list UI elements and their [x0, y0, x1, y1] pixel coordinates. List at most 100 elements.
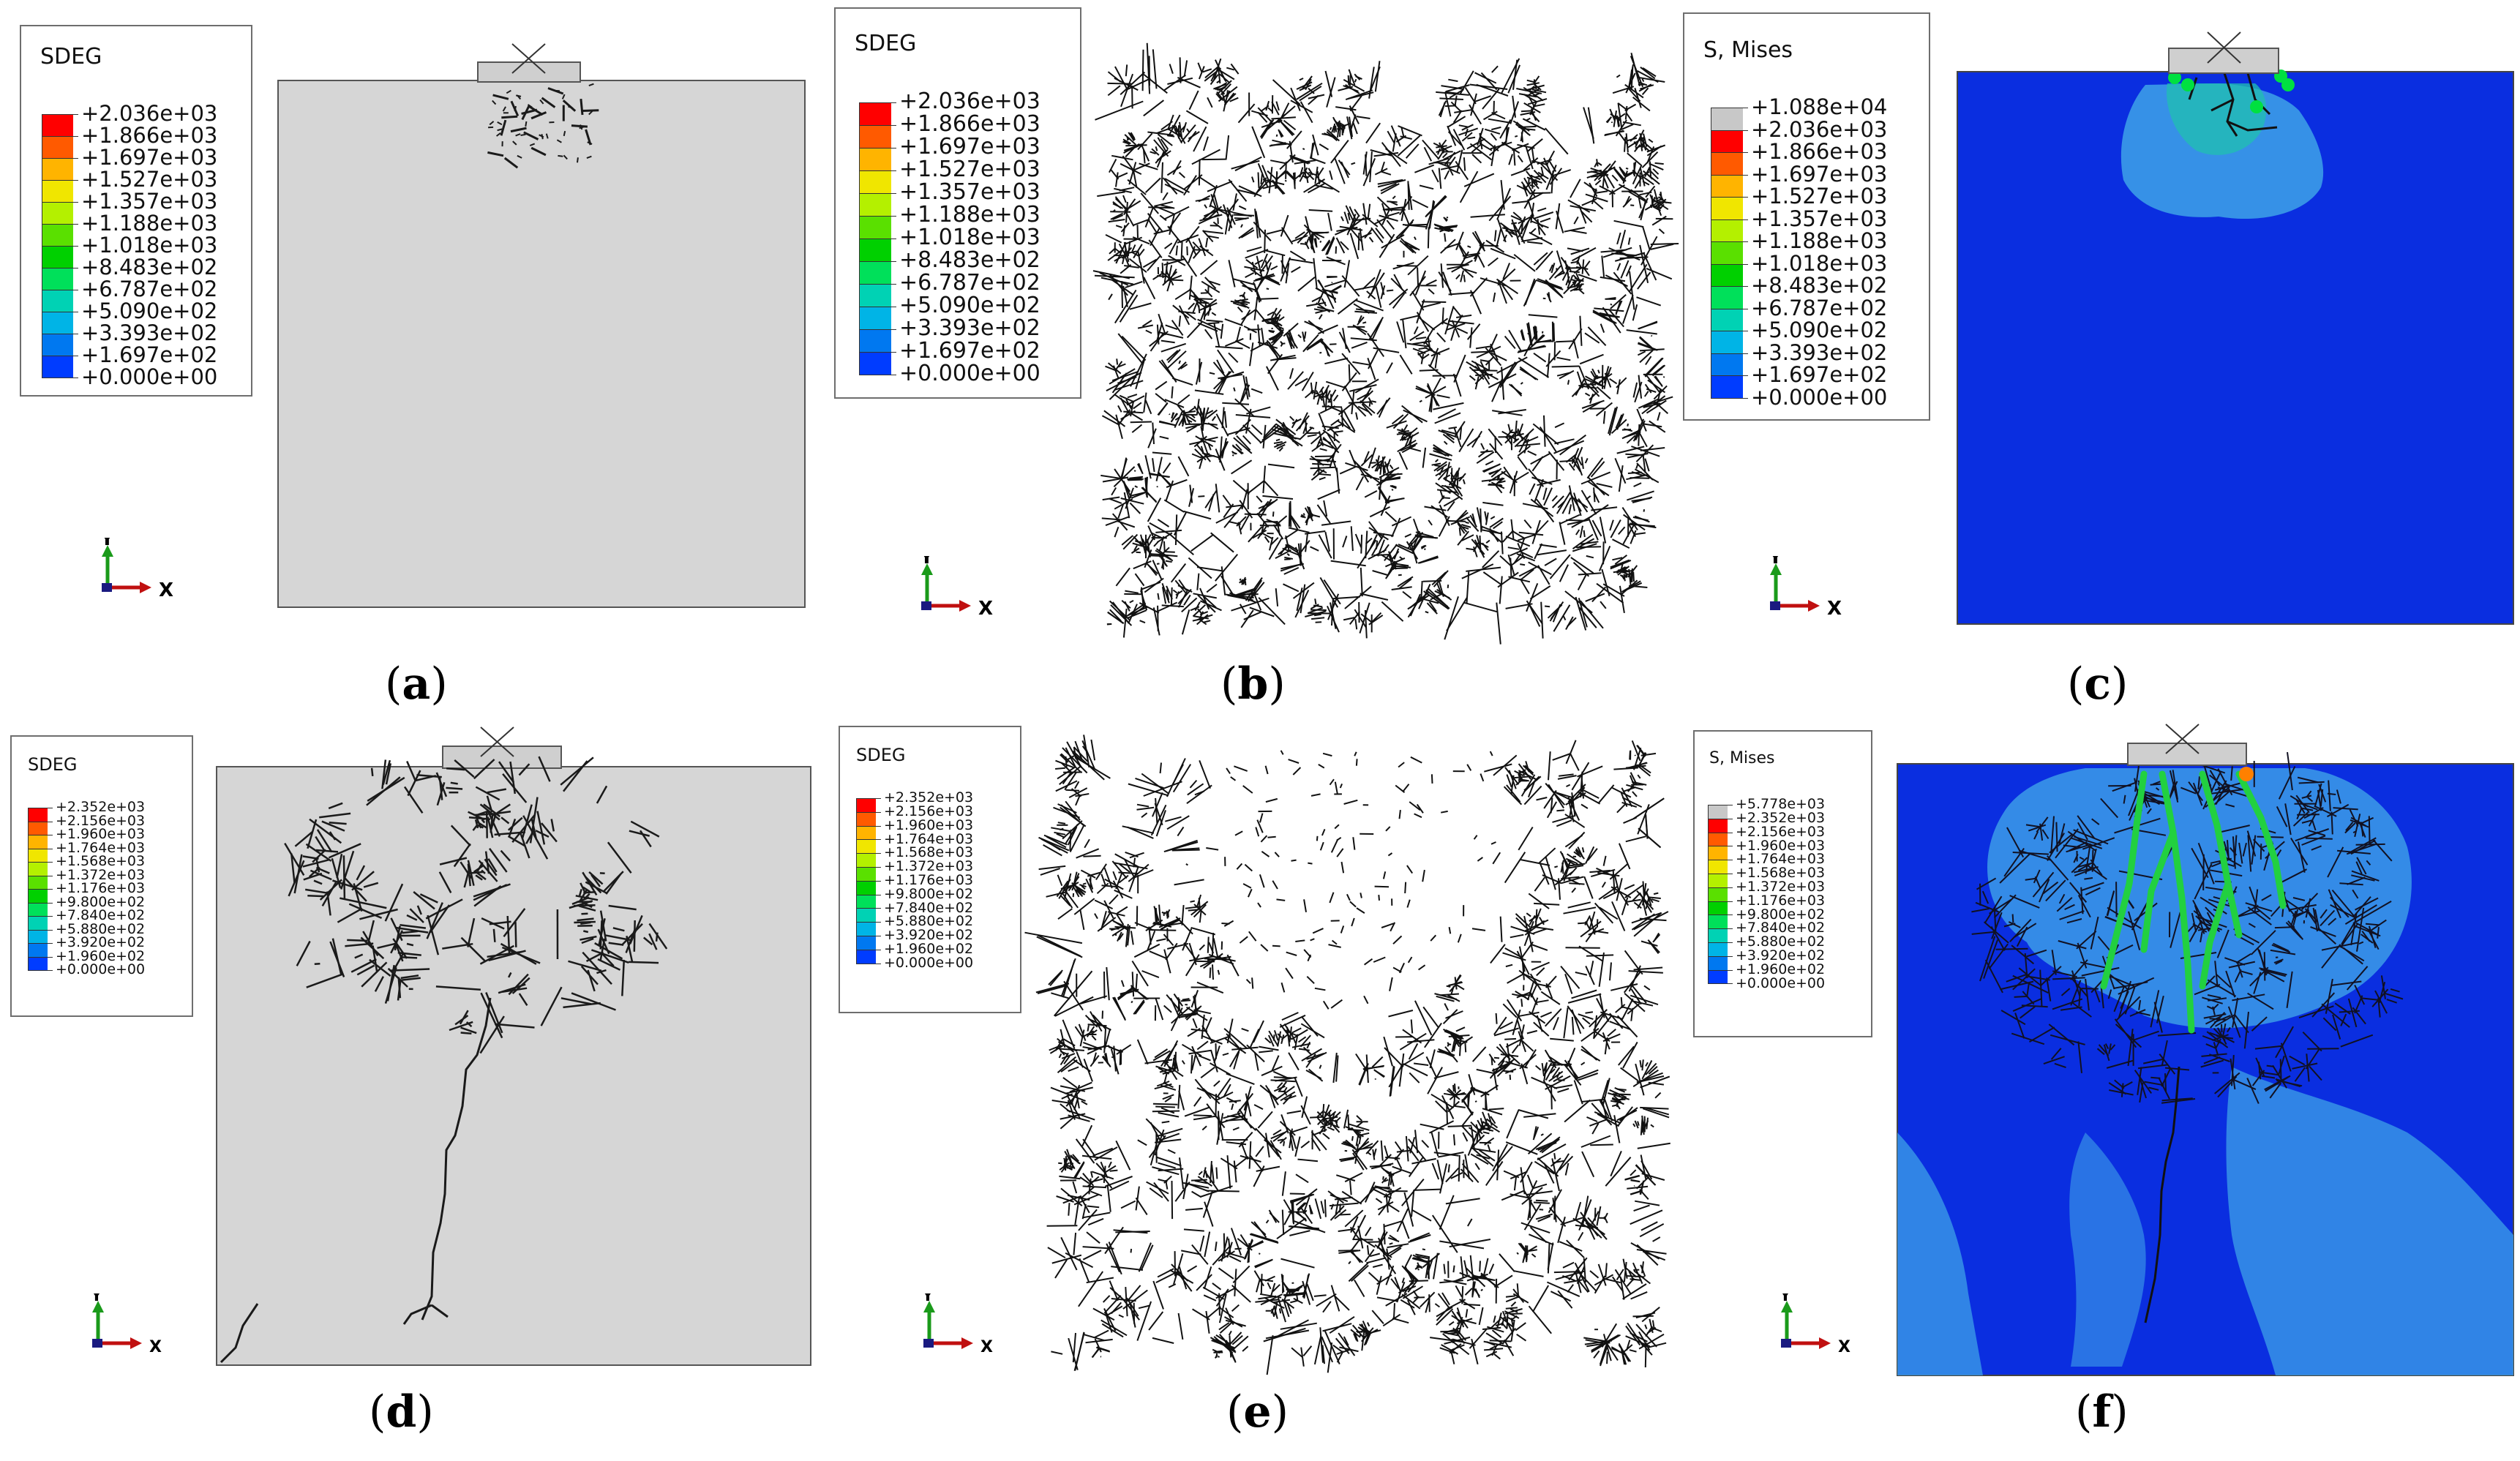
grain-boundary — [1640, 84, 1654, 90]
grain-boundary — [1238, 185, 1262, 198]
grain-boundary — [1321, 133, 1335, 137]
grain-boundary — [1235, 443, 1242, 451]
grain-boundary — [1184, 1106, 1210, 1117]
grain-boundary — [302, 858, 330, 868]
grain-boundary — [1109, 1287, 1126, 1302]
grain-boundary — [502, 773, 528, 803]
grain-boundary — [1644, 458, 1650, 472]
grain-boundary — [1309, 157, 1326, 165]
legend-value: +1.568e+03 — [56, 853, 146, 870]
grain-boundary — [1490, 132, 1497, 141]
grain-boundary — [1289, 1132, 1294, 1152]
grain-boundary — [1272, 181, 1284, 195]
grain-boundary — [1512, 95, 1516, 118]
grain-boundary — [1188, 1049, 1212, 1055]
grain-boundary — [1480, 1084, 1499, 1097]
grain-boundary — [1158, 472, 1173, 487]
grain-boundary — [1517, 1011, 1540, 1018]
grain-boundary — [1463, 173, 1495, 187]
grain-boundary — [1354, 73, 1361, 80]
grain-boundary — [1476, 1068, 1495, 1075]
grain-boundary — [1400, 434, 1405, 440]
grain-boundary — [538, 756, 551, 782]
grain-boundary — [1386, 1248, 1390, 1270]
grain-boundary — [1111, 370, 1139, 382]
crack-segment — [541, 97, 556, 108]
grain-boundary — [1347, 1123, 1370, 1131]
grain-boundary — [1441, 139, 1447, 147]
grain-boundary — [1305, 530, 1326, 535]
grain-boundary — [1571, 887, 1577, 893]
grain-boundary — [1441, 484, 1454, 489]
grain-boundary — [1482, 1326, 1501, 1330]
grain-boundary — [1646, 1117, 1649, 1130]
grain-boundary — [1447, 584, 1450, 589]
grain-boundary — [1580, 457, 1584, 470]
grain-boundary — [1231, 1046, 1259, 1051]
grain-boundary — [1160, 121, 1173, 131]
grain-boundary — [1490, 467, 1502, 478]
grain-boundary — [1198, 495, 1205, 497]
grain-boundary — [390, 917, 403, 942]
grain-boundary — [1506, 999, 1523, 1022]
grain-boundary — [1630, 522, 1657, 529]
grain-boundary — [384, 883, 404, 922]
grain-boundary — [1370, 268, 1381, 295]
grain-boundary — [1161, 911, 1166, 915]
grain-boundary — [1170, 587, 1173, 605]
grain-boundary — [1529, 483, 1536, 495]
grain-boundary — [1450, 1033, 1462, 1047]
grain-boundary — [1618, 526, 1626, 536]
grain-boundary — [1080, 1186, 1095, 1199]
grain-boundary — [1471, 360, 1489, 371]
grain-boundary — [1155, 907, 1158, 923]
legend-swatch — [28, 929, 48, 943]
grain-boundary — [1518, 763, 1531, 780]
grain-boundary — [1212, 1282, 1222, 1291]
grain-boundary — [1379, 467, 1400, 478]
grain-boundary — [1407, 255, 1429, 276]
grain-boundary — [1327, 212, 1332, 231]
grain-boundary — [1434, 465, 1441, 467]
grain-boundary — [1231, 454, 1234, 457]
grain-boundary — [1341, 275, 1360, 297]
grain-boundary — [1212, 1348, 1220, 1354]
grain-boundary — [1637, 271, 1651, 290]
grain-boundary — [1499, 361, 1518, 388]
grain-boundary — [1514, 428, 1534, 448]
grain-boundary — [1150, 151, 1156, 155]
grain-boundary — [1610, 1151, 1622, 1177]
grain-boundary — [1366, 1244, 1370, 1255]
grain-boundary — [1372, 1187, 1392, 1199]
grain-boundary — [1055, 759, 1074, 769]
legend-value: +3.920e+02 — [56, 934, 146, 951]
grain-boundary — [1376, 219, 1393, 240]
grain-boundary — [487, 788, 507, 794]
grain-boundary — [1501, 58, 1520, 94]
grain-boundary — [1114, 248, 1122, 254]
grain-boundary — [1339, 1156, 1356, 1161]
grain-boundary — [1641, 87, 1649, 96]
grain-boundary — [1196, 614, 1209, 626]
grain-boundary — [1534, 478, 1544, 503]
legend-value: +1.188e+03 — [81, 211, 218, 236]
axis-x-label: X — [159, 579, 173, 601]
grain-boundary — [1156, 938, 1166, 942]
grain-boundary — [1302, 334, 1319, 353]
grain-boundary — [1445, 1010, 1463, 1019]
grain-boundary — [1570, 260, 1578, 264]
grain-boundary — [1623, 428, 1633, 432]
grain-boundary — [1446, 985, 1451, 988]
grain-boundary — [1411, 1157, 1436, 1165]
grain-boundary — [1531, 997, 1539, 1014]
grain-boundary — [1205, 238, 1209, 248]
grain-boundary — [1164, 178, 1190, 193]
grain-boundary — [1594, 1111, 1621, 1124]
grain-boundary — [1659, 203, 1665, 210]
grain-boundary — [1543, 1063, 1548, 1081]
grain-boundary — [1081, 1154, 1112, 1160]
grain-boundary — [1273, 441, 1283, 444]
legend-c: S, Mises +1.088e+04 +2.036e+03 +1.866e+03 +… — [1683, 12, 1930, 421]
grain-boundary — [1532, 1183, 1548, 1190]
grain-boundary — [1229, 1047, 1242, 1067]
